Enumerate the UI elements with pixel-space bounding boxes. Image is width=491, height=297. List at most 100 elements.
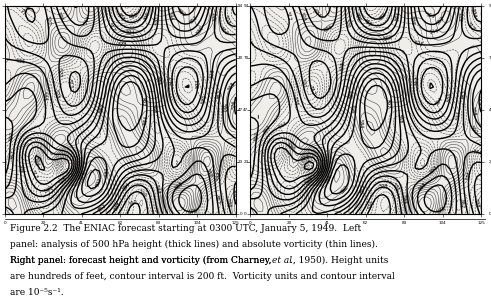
- Text: 528: 528: [339, 61, 346, 71]
- Text: 512: 512: [169, 75, 175, 85]
- Text: 544: 544: [400, 195, 407, 205]
- Text: 576: 576: [436, 206, 447, 215]
- Text: 528: 528: [209, 68, 215, 78]
- Text: 560: 560: [425, 12, 436, 19]
- Text: 576: 576: [188, 208, 198, 215]
- Text: Figure 2.2  The ENIAC forecast starting at 0300 UTC, January 5, 1949.  Left: Figure 2.2 The ENIAC forecast starting a…: [10, 224, 361, 233]
- Text: 576: 576: [232, 100, 237, 109]
- Text: et al: et al: [272, 256, 292, 266]
- Text: 560: 560: [253, 131, 260, 141]
- Text: 560: 560: [8, 131, 15, 141]
- Text: 504: 504: [395, 12, 401, 22]
- Text: 528: 528: [299, 11, 306, 22]
- Text: 592: 592: [140, 96, 145, 106]
- Text: 528: 528: [304, 176, 314, 186]
- Text: 560: 560: [220, 103, 225, 113]
- Text: 504: 504: [195, 79, 200, 88]
- Text: 488: 488: [362, 18, 373, 27]
- Text: 544: 544: [155, 75, 162, 85]
- Text: 520: 520: [43, 185, 54, 194]
- Text: 504: 504: [434, 96, 444, 106]
- Text: 528: 528: [53, 89, 59, 99]
- Text: 520: 520: [201, 94, 208, 104]
- Text: 520: 520: [459, 12, 465, 21]
- Text: 552: 552: [11, 149, 16, 159]
- Text: 544: 544: [41, 91, 48, 101]
- Text: 480: 480: [379, 11, 388, 21]
- Text: 584: 584: [142, 116, 149, 126]
- Text: 512: 512: [382, 35, 392, 42]
- Text: 512: 512: [285, 11, 292, 22]
- Text: 536: 536: [17, 163, 23, 173]
- Text: 552: 552: [436, 15, 446, 25]
- Text: 528: 528: [117, 42, 127, 48]
- Text: 480: 480: [129, 12, 139, 20]
- Text: 544: 544: [154, 184, 161, 194]
- Text: 568: 568: [470, 107, 477, 117]
- Text: 576: 576: [353, 103, 359, 113]
- Text: 504: 504: [32, 156, 39, 166]
- Text: 568: 568: [417, 182, 428, 192]
- Text: 504: 504: [470, 8, 477, 18]
- Text: 536: 536: [466, 170, 472, 180]
- Text: 536: 536: [390, 182, 400, 192]
- Text: 520: 520: [56, 68, 62, 78]
- Text: 512: 512: [300, 154, 310, 162]
- Text: 544: 544: [166, 11, 173, 22]
- Text: 544: 544: [429, 29, 439, 35]
- Text: 520: 520: [367, 200, 376, 211]
- Text: are 10⁻⁵s⁻¹.: are 10⁻⁵s⁻¹.: [10, 288, 63, 297]
- Text: 536: 536: [16, 58, 26, 64]
- Text: Right panel: forecast height and vorticity (from Charney,: Right panel: forecast height and vortici…: [10, 256, 274, 266]
- Text: 512: 512: [30, 170, 38, 180]
- Text: 552: 552: [359, 184, 368, 195]
- Text: 512: 512: [308, 85, 316, 96]
- Text: Right panel: forecast height and vorticity (from Charney,: Right panel: forecast height and vortici…: [10, 256, 274, 266]
- Text: 512: 512: [219, 26, 229, 37]
- Text: 560: 560: [468, 125, 478, 136]
- Text: 512: 512: [465, 22, 475, 32]
- Text: 536: 536: [224, 198, 231, 208]
- Text: panel: analysis of 500 hPa height (thick lines) and absolute vorticity (thin lin: panel: analysis of 500 hPa height (thick…: [10, 240, 378, 249]
- Text: 552: 552: [97, 203, 108, 213]
- Text: 512: 512: [106, 22, 115, 32]
- Text: 592: 592: [95, 177, 104, 187]
- Text: 560: 560: [205, 168, 212, 178]
- Text: 536: 536: [263, 167, 270, 176]
- Text: 520: 520: [300, 78, 306, 89]
- Text: 552: 552: [262, 124, 272, 135]
- Text: 536: 536: [292, 96, 299, 106]
- Text: 528: 528: [413, 40, 424, 48]
- Text: 520: 520: [155, 15, 161, 25]
- Text: 536: 536: [196, 25, 205, 35]
- Text: 552: 552: [189, 15, 199, 25]
- Text: 496: 496: [354, 11, 362, 22]
- Text: 568: 568: [227, 81, 236, 91]
- Text: are hundreds of feet, contour interval is 200 ft.  Vorticity units and contour i: are hundreds of feet, contour interval i…: [10, 272, 394, 282]
- Text: 568: 568: [174, 181, 184, 191]
- Text: 552: 552: [458, 198, 464, 208]
- Text: 568: 568: [397, 114, 402, 124]
- Text: 552: 552: [214, 195, 220, 205]
- Text: 512: 512: [414, 75, 420, 85]
- Text: 544: 544: [278, 121, 288, 130]
- Text: 552: 552: [217, 89, 223, 99]
- Text: 560: 560: [348, 89, 355, 99]
- Text: 528: 528: [58, 176, 69, 186]
- Text: 520: 520: [212, 12, 218, 21]
- Text: 520: 520: [285, 142, 295, 152]
- Text: 592: 592: [384, 99, 390, 108]
- Text: ., 1950). Height units: ., 1950). Height units: [290, 256, 388, 266]
- Text: 504: 504: [222, 15, 230, 25]
- Text: 536: 536: [56, 11, 64, 22]
- Text: 520: 520: [447, 92, 454, 103]
- Text: Right panel: forecast height and vorticity (from Charney,: Right panel: forecast height and vortici…: [10, 256, 274, 266]
- Text: 576: 576: [476, 96, 482, 106]
- Text: 520: 520: [343, 18, 350, 29]
- Text: 560: 560: [99, 103, 106, 113]
- Text: 576: 576: [79, 170, 87, 180]
- Text: 568: 568: [151, 103, 157, 113]
- Text: 560: 560: [176, 8, 187, 18]
- Text: 592: 592: [339, 184, 349, 195]
- Text: 536: 536: [324, 25, 334, 33]
